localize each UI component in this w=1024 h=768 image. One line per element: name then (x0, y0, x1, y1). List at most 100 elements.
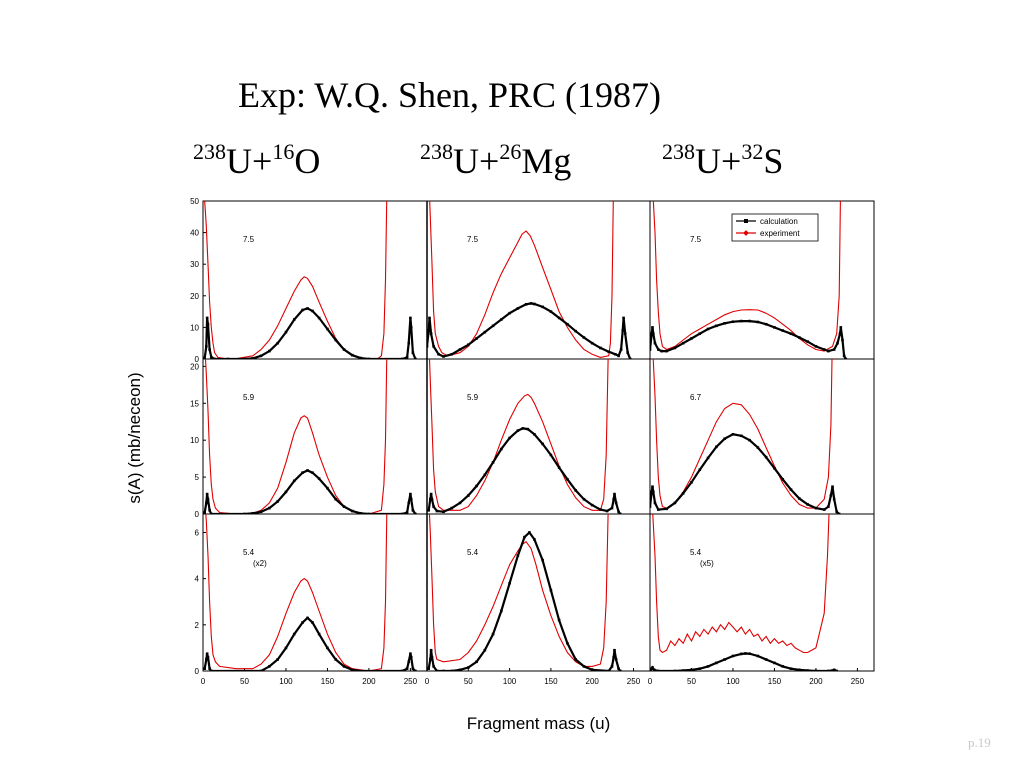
y-tick-label: 5 (195, 473, 200, 482)
calculation-point (306, 307, 309, 310)
calculation-point (491, 324, 495, 328)
calculation-point (756, 320, 760, 324)
panel (203, 359, 417, 514)
calculation-point (744, 652, 747, 655)
calculation-point (326, 327, 329, 331)
calculation-point (528, 531, 531, 534)
plot-frame (202, 200, 875, 672)
calculation-point (206, 322, 210, 326)
x-tick-label: 250 (627, 677, 641, 686)
calculation-point (428, 316, 431, 320)
calculation-point (773, 326, 776, 329)
calculation-point (268, 349, 271, 353)
element-label: S (763, 141, 784, 181)
calculation-point (590, 668, 594, 671)
x-axis-title: Fragment mass (u) (467, 714, 611, 733)
calculation-point (243, 512, 246, 514)
experiment-line (204, 359, 388, 514)
calculation-point (205, 492, 209, 496)
calculation-point (414, 357, 417, 359)
calculation-point (243, 357, 246, 359)
calculation-point (610, 665, 614, 668)
scale-label: (x2) (253, 559, 267, 568)
calculation-point (653, 341, 657, 345)
element-label: U+ (453, 141, 500, 181)
calculation-point (723, 658, 726, 661)
x-tick-label: 0 (648, 677, 653, 686)
legend-marker-calculation (744, 219, 748, 223)
calculation-point (739, 434, 743, 438)
calculation-point (789, 488, 793, 491)
panel (650, 359, 841, 514)
element-label: U+ (226, 141, 273, 181)
calculation-point (626, 351, 629, 354)
calculation-point (208, 348, 211, 351)
calculation-point (835, 669, 838, 671)
calculation-point (213, 357, 216, 359)
calculation-point (405, 511, 409, 514)
energy-label: 5.9 (243, 393, 255, 402)
energy-label: 5.4 (243, 548, 255, 557)
scale-label: (x5) (700, 559, 714, 568)
calculation-point (557, 466, 561, 469)
calculation-point (607, 350, 611, 354)
calculation-point (614, 658, 618, 661)
calculation-point (326, 486, 329, 490)
calculation-point (590, 341, 594, 345)
calculation-point (450, 669, 454, 671)
panel (650, 514, 838, 671)
energy-label: 5.4 (690, 548, 702, 557)
y-tick-label: 15 (190, 399, 199, 408)
calculation-point (516, 554, 520, 557)
calculation-point (411, 667, 415, 670)
legend-marker-experiment (743, 230, 749, 236)
calculation-point (827, 669, 830, 671)
calculation-point (508, 311, 511, 315)
calculation-point (203, 511, 206, 514)
calculation-point (516, 307, 520, 310)
calculation-point (500, 447, 503, 451)
calculation-point (590, 503, 594, 507)
calculation-point (466, 666, 470, 669)
calculation-point (466, 494, 470, 497)
calculation-point (427, 509, 430, 512)
calculation-point (618, 669, 622, 671)
panel (203, 514, 417, 671)
calculation-point (292, 632, 296, 636)
calculation-point (259, 669, 263, 671)
calculation-point (806, 340, 809, 343)
calculation-point (251, 511, 255, 514)
calculation-point (311, 309, 314, 313)
calculation-point (706, 665, 710, 668)
calculation-point (523, 535, 526, 539)
calculation-point (317, 316, 321, 320)
calculation-point (835, 510, 838, 514)
calculation-point (832, 348, 836, 351)
calculation-point (351, 668, 354, 671)
x-tick-label: 200 (362, 677, 376, 686)
calculation-point (414, 669, 417, 671)
calculation-point (731, 654, 735, 658)
calculation-point (317, 477, 321, 480)
calculation-point (276, 500, 279, 503)
calculation-point (292, 318, 296, 321)
calculation-point (822, 508, 826, 511)
calculation-point (806, 669, 809, 671)
calculation-point (430, 497, 434, 501)
calculation-point (617, 667, 620, 670)
panel (427, 514, 622, 671)
calculation-point (837, 512, 841, 514)
experiment-line (652, 514, 830, 654)
calculation-point (259, 354, 263, 358)
x-tick-label: 200 (586, 677, 600, 686)
calculation-point (301, 308, 304, 312)
calculation-point (301, 621, 304, 624)
calculation-point (698, 468, 702, 472)
experiment-line (652, 359, 833, 509)
y-axis-title: s(A) (mb/neceon) (125, 372, 144, 503)
calculation-point (838, 332, 842, 336)
calculation-point (619, 348, 623, 351)
calculation-point (628, 357, 632, 359)
y-tick-label: 50 (190, 197, 199, 206)
